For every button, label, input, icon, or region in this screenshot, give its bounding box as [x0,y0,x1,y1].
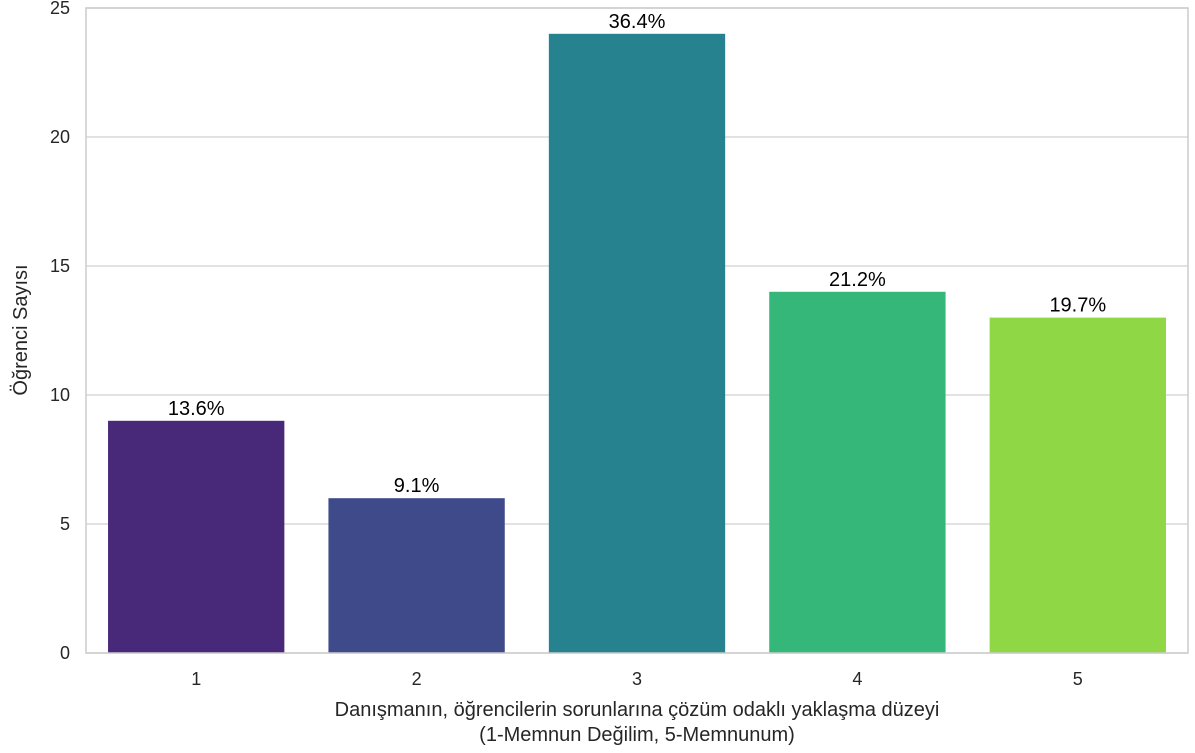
y-tick-label-5: 5 [60,514,70,534]
x-tick-label-1: 1 [191,669,201,689]
y-tick-label-15: 15 [50,256,70,276]
bar-value-label-2: 9.1% [394,475,440,497]
bar-4 [769,291,946,653]
y-axis-label: Öğrenci Sayısı [10,264,32,395]
y-tick-label-20: 20 [50,127,70,147]
bar-value-label-1: 13.6% [168,398,225,420]
y-tick-label-25: 25 [50,0,70,18]
x-tick-label-4: 4 [852,669,862,689]
x-tick-label-5: 5 [1073,669,1083,689]
x-tick-label-2: 2 [412,669,422,689]
y-tick-label-10: 10 [50,385,70,405]
bar-value-label-5: 19.7% [1049,295,1106,317]
bar-value-label-4: 21.2% [829,269,886,291]
bars [108,33,1166,654]
x-axis-label-line2: (1-Memnun Değilim, 5-Memnunum) [479,724,795,746]
bar-1 [108,420,285,653]
bar-value-labels: 13.6% 9.1% 36.4% 21.2% 19.7% [168,11,1107,497]
bar-value-label-3: 36.4% [609,11,666,33]
y-tick-label-0: 0 [60,643,70,663]
y-axis-ticks: 0 5 10 15 20 25 [50,0,70,663]
bar-5 [989,317,1166,653]
bar-3 [548,33,726,654]
bar-2 [328,498,505,653]
x-tick-label-3: 3 [632,669,642,689]
x-axis-label-line1: Danışmanın, öğrencilerin sorunlarına çöz… [335,699,940,721]
x-axis-ticks: 1 2 3 4 5 [191,669,1083,689]
plot-frame [85,7,1189,654]
